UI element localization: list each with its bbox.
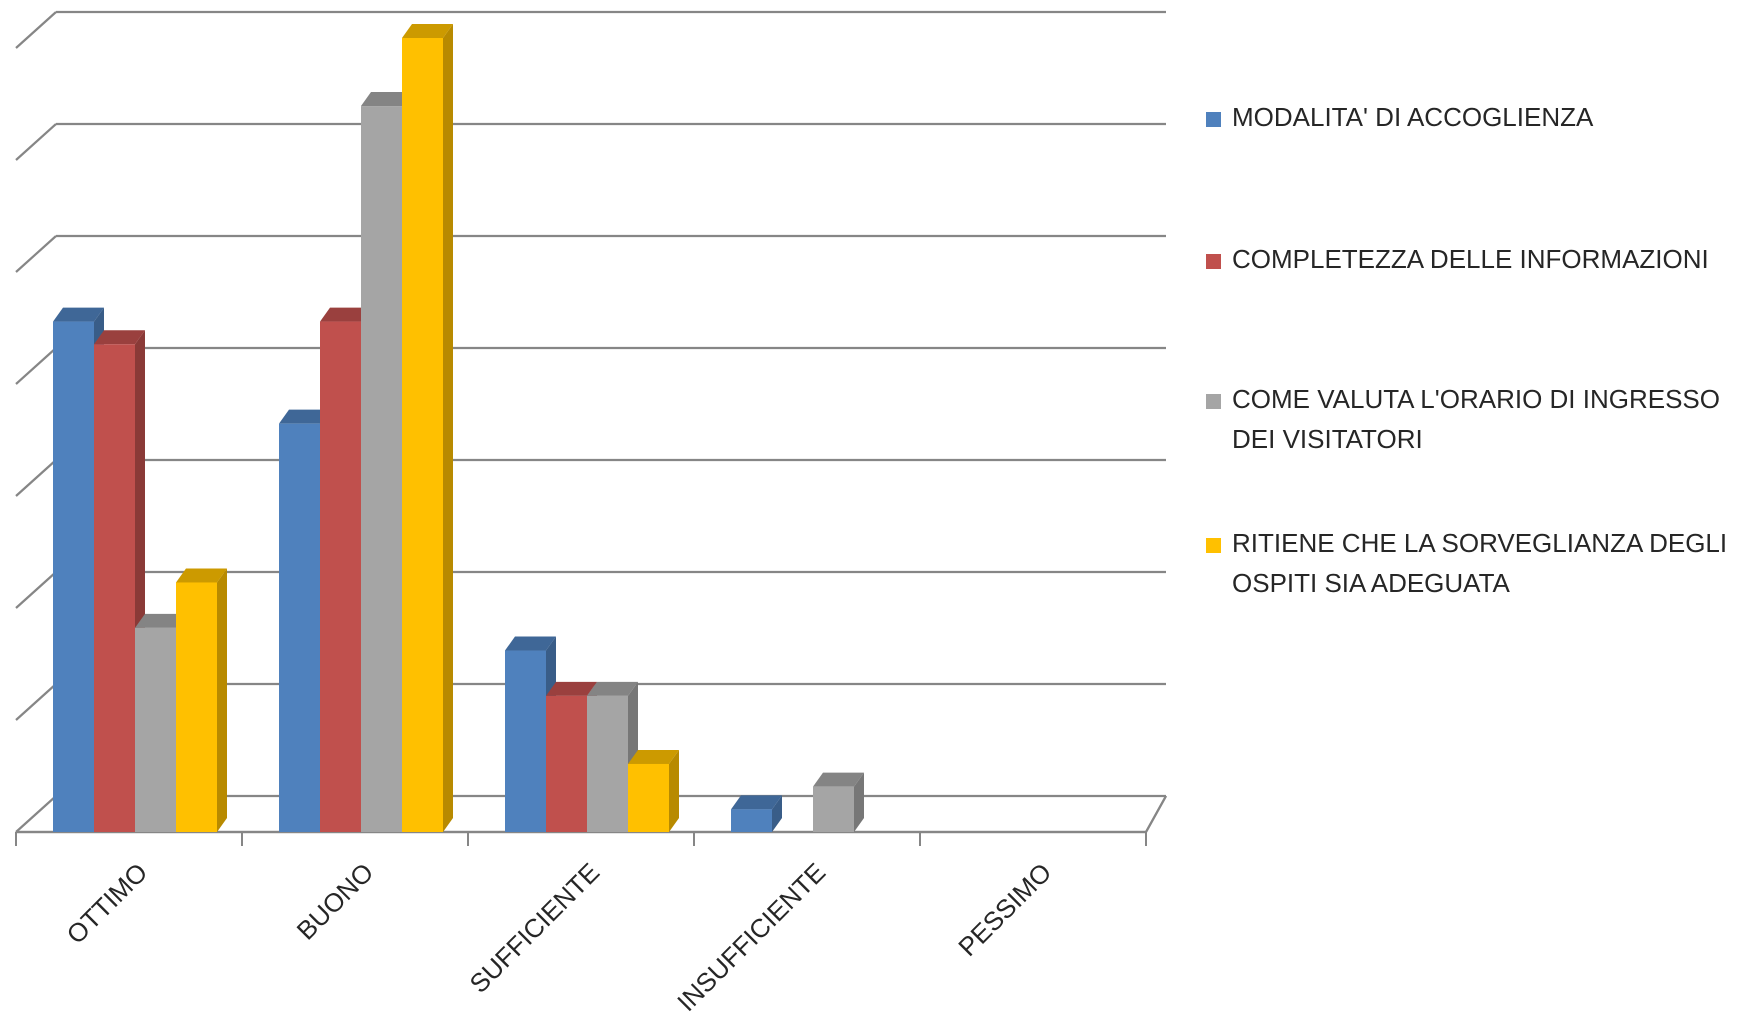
legend-swatch [1206,254,1221,269]
bar [176,568,227,832]
legend-item: RITIENE CHE LA SORVEGLIANZA DEGLI OSPITI … [1206,528,1727,598]
legend-swatch [1206,394,1221,409]
x-tick-label: INSUFFICIENTE [671,857,831,1017]
gridline [15,570,1166,609]
legend-label: MODALITA' DI ACCOGLIENZA [1232,102,1594,132]
bar [731,795,782,832]
x-tick-label: PESSIMO [952,857,1057,962]
legend-label: RITIENE CHE LA SORVEGLIANZA DEGLI OSPITI … [1232,528,1727,598]
bar [402,24,453,832]
bar [813,772,864,832]
legend-label: COMPLETEZZA DELLE INFORMAZIONI [1232,244,1709,274]
gridlines [15,10,1166,833]
x-axis-ticks [15,832,1147,846]
legend-swatch [1206,112,1221,127]
legend: MODALITA' DI ACCOGLIENZA COMPLETEZZA DELL… [1206,102,1727,598]
x-tick-label: BUONO [291,857,380,946]
legend-item: COMPLETEZZA DELLE INFORMAZIONI [1206,244,1709,274]
legend-item: COME VALUTA L'ORARIO DI INGRESSO DEI VISI… [1206,384,1720,454]
gridline [15,234,1166,273]
bar [628,749,679,832]
x-tick-label: OTTIMO [61,857,154,950]
gridline [15,122,1166,161]
legend-swatch [1206,538,1221,553]
x-tick-label: SUFFICIENTE [464,857,606,999]
x-axis-labels: OTTIMO BUONO SUFFICIENTE INSUFFICIENTE PESSI… [61,857,1058,1017]
gridline [15,10,1166,49]
gridline [15,458,1166,497]
legend-item: MODALITA' DI ACCOGLIENZA [1206,102,1594,132]
floor-right-edge [1145,795,1167,833]
bars [53,24,864,833]
gridline [15,346,1166,385]
legend-label: COME VALUTA L'ORARIO DI INGRESSO DEI VISI… [1232,384,1720,454]
